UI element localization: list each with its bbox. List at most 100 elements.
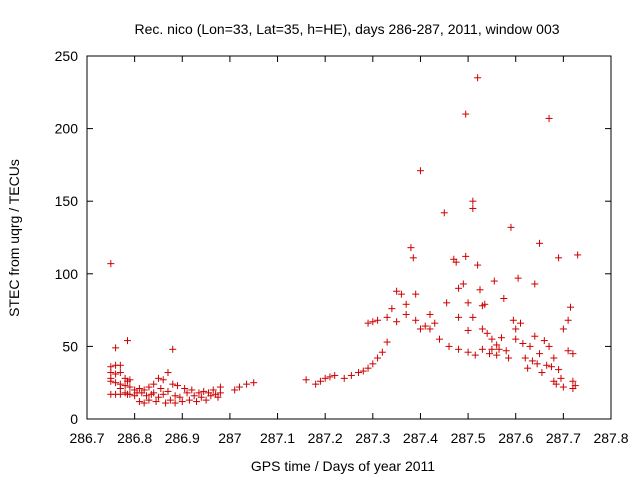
y-tick-label: 200 <box>55 121 79 137</box>
data-point <box>412 290 420 298</box>
data-point <box>481 300 489 308</box>
data-point <box>166 396 174 404</box>
data-point <box>574 251 582 259</box>
data-point <box>169 380 177 388</box>
chart-title: Rec. nico (Lon=33, Lat=35, h=HE), days 2… <box>134 21 559 37</box>
data-point <box>107 377 115 385</box>
data-point <box>383 313 391 321</box>
data-point <box>555 366 563 374</box>
data-point <box>126 390 134 398</box>
x-tick-label: 286.7 <box>69 430 104 446</box>
data-point <box>164 387 172 395</box>
data-point <box>359 367 367 375</box>
x-tick-label: 287.6 <box>498 430 533 446</box>
data-point <box>490 277 498 285</box>
data-point <box>126 376 134 384</box>
data-point <box>116 369 124 377</box>
data-point <box>443 299 451 307</box>
data-point <box>340 374 348 382</box>
x-tick-label: 287.8 <box>593 430 628 446</box>
data-point <box>550 354 558 362</box>
data-point <box>152 398 160 406</box>
data-point <box>112 344 120 352</box>
data-point <box>250 379 258 387</box>
data-point <box>519 339 527 347</box>
data-point <box>502 347 510 355</box>
data-point <box>516 319 524 327</box>
data-point <box>393 318 401 326</box>
data-point <box>383 338 391 346</box>
data-point <box>302 376 310 384</box>
data-point <box>190 392 198 400</box>
data-point <box>181 385 189 393</box>
data-point <box>512 335 520 343</box>
data-point <box>536 239 544 247</box>
data-point <box>135 385 143 393</box>
data-point <box>528 357 536 365</box>
data-point <box>488 335 496 343</box>
x-tick-label: 286.8 <box>117 430 152 446</box>
data-point <box>471 351 479 359</box>
data-point <box>486 350 494 358</box>
data-point <box>188 386 196 394</box>
data-point <box>497 334 505 342</box>
data-point <box>214 393 222 401</box>
data-point <box>143 392 151 400</box>
data-point <box>533 360 541 368</box>
data-point <box>171 399 179 407</box>
y-tick-label: 250 <box>55 48 79 64</box>
data-point <box>162 399 170 407</box>
data-point <box>540 337 548 345</box>
data-point <box>355 369 363 377</box>
y-tick-label: 150 <box>55 193 79 209</box>
data-point <box>500 294 508 302</box>
data-point <box>455 345 463 353</box>
data-point <box>445 342 453 350</box>
data-point <box>154 393 162 401</box>
data-point <box>452 258 460 266</box>
data-point <box>412 316 420 324</box>
data-point <box>407 244 415 252</box>
data-point <box>243 380 251 388</box>
data-point <box>164 369 172 377</box>
data-point <box>316 377 324 385</box>
data-point <box>321 374 329 382</box>
data-point <box>331 371 339 379</box>
x-tick-label: 287.2 <box>308 430 343 446</box>
data-point <box>507 223 515 231</box>
data-point <box>564 316 572 324</box>
data-point <box>455 284 463 292</box>
x-tick-label: 287.1 <box>260 430 295 446</box>
data-points <box>107 74 582 407</box>
x-tick-label: 287.7 <box>546 430 581 446</box>
data-point <box>464 348 472 356</box>
data-point <box>374 316 382 324</box>
data-point <box>459 280 467 288</box>
data-point <box>178 398 186 406</box>
data-point <box>126 383 134 391</box>
data-point <box>469 204 477 212</box>
data-point <box>436 335 444 343</box>
data-point <box>505 354 513 362</box>
data-point <box>326 373 334 381</box>
data-point <box>402 300 410 308</box>
data-point <box>116 390 124 398</box>
x-tick-label: 287.5 <box>451 430 486 446</box>
data-point <box>524 364 532 372</box>
data-point <box>157 385 165 393</box>
data-point <box>123 337 131 345</box>
data-point <box>347 371 355 379</box>
data-point <box>564 347 572 355</box>
data-point <box>464 299 472 307</box>
data-point <box>312 380 320 388</box>
data-point <box>112 370 120 378</box>
data-point <box>369 318 377 326</box>
x-tick-label: 287.3 <box>355 430 390 446</box>
data-point <box>231 386 239 394</box>
data-point <box>174 382 182 390</box>
data-point <box>476 286 484 294</box>
data-point <box>543 361 551 369</box>
data-point <box>488 345 496 353</box>
data-point <box>462 252 470 260</box>
data-point <box>145 383 153 391</box>
